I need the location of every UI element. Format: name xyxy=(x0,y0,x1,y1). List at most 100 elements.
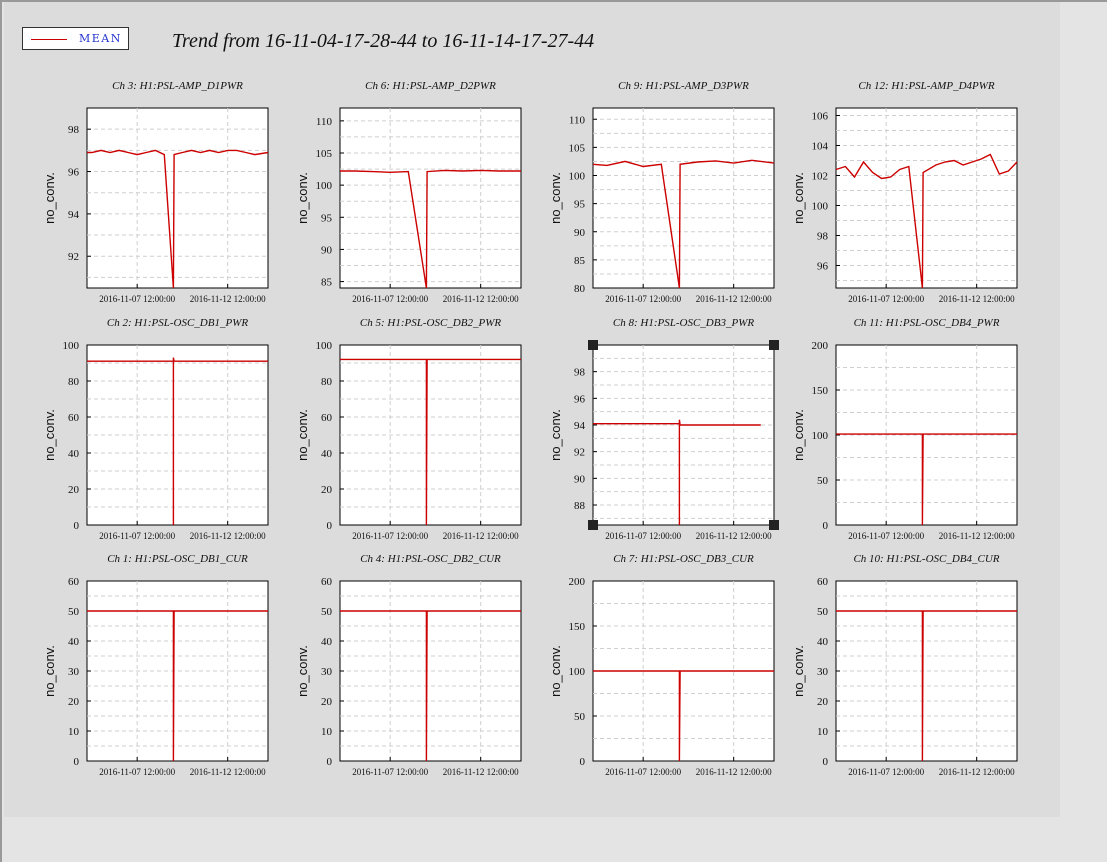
series-line xyxy=(593,419,761,525)
chart-title: Ch 11: H1:PSL-OSC_DB4_PWR xyxy=(854,317,1000,329)
y-tick-label: 110 xyxy=(569,114,586,126)
y-tick-label: 92 xyxy=(68,251,79,263)
chart-6: 0 20 40 60 80 100 2016-11-07 12:00:00 2016-11-1… xyxy=(295,317,522,541)
chart-5: 0 20 40 60 80 100 2016-11-07 12:00:00 2016-11-1… xyxy=(42,317,269,541)
y-tick-label: 50 xyxy=(817,475,829,487)
plot-area xyxy=(86,580,269,762)
legend-label: MEAN xyxy=(79,32,122,45)
y-tick-label: 100 xyxy=(63,340,80,352)
legend-swatch xyxy=(31,39,67,40)
selection-handle xyxy=(769,340,779,350)
y-tick-label: 200 xyxy=(569,576,586,588)
y-tick-label: 98 xyxy=(574,367,586,379)
chart-title: Ch 7: H1:PSL-OSC_DB3_CUR xyxy=(613,553,754,565)
y-tick-label: 85 xyxy=(574,255,586,267)
y-tick-label: 94 xyxy=(574,420,586,432)
y-tick-label: 150 xyxy=(569,621,586,633)
y-tick-label: 0 xyxy=(823,520,829,532)
y-tick-label: 50 xyxy=(817,606,829,618)
y-tick-label: 40 xyxy=(321,636,333,648)
y-axis-label: no_conv. xyxy=(548,409,563,461)
y-tick-label: 30 xyxy=(68,666,80,678)
x-tick-label: 2016-11-12 12:00:00 xyxy=(443,531,519,541)
selection-handle xyxy=(769,520,779,530)
chart-title: Ch 8: H1:PSL-OSC_DB3_PWR xyxy=(613,317,754,329)
series-line xyxy=(836,610,1017,762)
x-tick-label: 2016-11-07 12:00:00 xyxy=(605,767,681,777)
series-line xyxy=(340,169,521,289)
y-tick-label: 106 xyxy=(812,111,829,123)
x-tick-label: 2016-11-07 12:00:00 xyxy=(605,531,681,541)
plot-area xyxy=(835,107,1018,289)
y-axis-label: no_conv. xyxy=(791,172,806,224)
chart-title: Ch 9: H1:PSL-AMP_D3PWR xyxy=(618,80,749,92)
series-line xyxy=(87,357,268,525)
plot-area xyxy=(86,344,269,526)
y-tick-label: 96 xyxy=(574,393,586,405)
y-tick-label: 20 xyxy=(321,484,333,496)
x-tick-label: 2016-11-12 12:00:00 xyxy=(190,531,266,541)
x-tick-label: 2016-11-12 12:00:00 xyxy=(190,767,266,777)
chart-title: Ch 10: H1:PSL-OSC_DB4_CUR xyxy=(853,553,999,565)
y-tick-label: 95 xyxy=(574,199,586,211)
x-tick-label: 2016-11-12 12:00:00 xyxy=(939,294,1015,304)
y-tick-label: 40 xyxy=(68,636,80,648)
chart-title: Ch 2: H1:PSL-OSC_DB1_PWR xyxy=(107,317,248,329)
chart-12: 0 10 20 30 40 50 60 2016-11-07 12:00:00 2016-11-… xyxy=(791,553,1018,777)
x-tick-label: 2016-11-12 12:00:00 xyxy=(443,294,519,304)
y-tick-label: 60 xyxy=(321,576,333,588)
x-tick-label: 2016-11-07 12:00:00 xyxy=(352,531,428,541)
legend: MEAN xyxy=(22,27,129,50)
chart-11: 0 50 100 150 200 2016-11-07 12:00:00 2016-11-1… xyxy=(548,553,775,777)
y-tick-label: 0 xyxy=(327,520,333,532)
chart-title: Ch 3: H1:PSL-AMP_D1PWR xyxy=(112,80,243,92)
chart-4: 96 98 100 102 104 106 2016-11-07 12:00:00 2016-… xyxy=(791,80,1018,304)
y-tick-label: 40 xyxy=(817,636,829,648)
y-tick-label: 100 xyxy=(812,201,829,213)
series-line xyxy=(593,670,774,762)
y-tick-label: 20 xyxy=(68,484,80,496)
y-tick-label: 98 xyxy=(68,124,80,136)
y-tick-label: 10 xyxy=(68,726,80,738)
y-tick-label: 40 xyxy=(68,448,80,460)
y-tick-label: 90 xyxy=(574,227,586,239)
chart-title: Ch 12: H1:PSL-AMP_D4PWR xyxy=(858,80,995,92)
y-tick-label: 100 xyxy=(569,666,586,678)
y-axis-label: no_conv. xyxy=(295,409,310,461)
y-tick-label: 105 xyxy=(569,142,586,154)
y-tick-label: 30 xyxy=(817,666,829,678)
x-tick-label: 2016-11-07 12:00:00 xyxy=(99,531,175,541)
y-tick-label: 60 xyxy=(817,576,829,588)
y-tick-label: 0 xyxy=(823,756,829,768)
x-tick-label: 2016-11-12 12:00:00 xyxy=(696,531,772,541)
y-tick-label: 96 xyxy=(68,167,80,179)
y-tick-label: 50 xyxy=(321,606,333,618)
x-tick-label: 2016-11-12 12:00:00 xyxy=(443,767,519,777)
series-line xyxy=(592,159,775,289)
y-tick-label: 100 xyxy=(569,171,586,183)
x-tick-label: 2016-11-12 12:00:00 xyxy=(939,531,1015,541)
chart-7: 88 90 92 94 96 98 2016-11-07 12:00:00 2016-11-1… xyxy=(548,317,775,541)
y-axis-label: no_conv. xyxy=(295,172,310,224)
chart-2: 85 90 95 100 105 110 2016-11-07 12:00:00 2016-1… xyxy=(295,80,522,304)
y-tick-label: 80 xyxy=(321,376,333,388)
series-line xyxy=(87,610,268,762)
y-tick-label: 30 xyxy=(321,666,333,678)
page-title: Trend from 16-11-04-17-28-44 to 16-11-14… xyxy=(172,30,595,52)
chart-10: 0 10 20 30 40 50 60 2016-11-07 12:00:00 2016-11-… xyxy=(295,553,522,777)
y-tick-label: 0 xyxy=(74,520,80,532)
y-tick-label: 80 xyxy=(68,376,80,388)
x-tick-label: 2016-11-12 12:00:00 xyxy=(696,294,772,304)
y-tick-label: 90 xyxy=(321,244,333,256)
y-tick-label: 60 xyxy=(321,412,333,424)
y-tick-label: 95 xyxy=(321,212,333,224)
y-tick-label: 94 xyxy=(68,209,80,221)
y-tick-label: 100 xyxy=(812,430,829,442)
chart-title: Ch 1: H1:PSL-OSC_DB1_CUR xyxy=(107,553,248,565)
selection-handle xyxy=(588,520,598,530)
y-tick-label: 104 xyxy=(812,141,829,153)
y-tick-label: 105 xyxy=(316,148,333,160)
y-axis-label: no_conv. xyxy=(548,645,563,697)
